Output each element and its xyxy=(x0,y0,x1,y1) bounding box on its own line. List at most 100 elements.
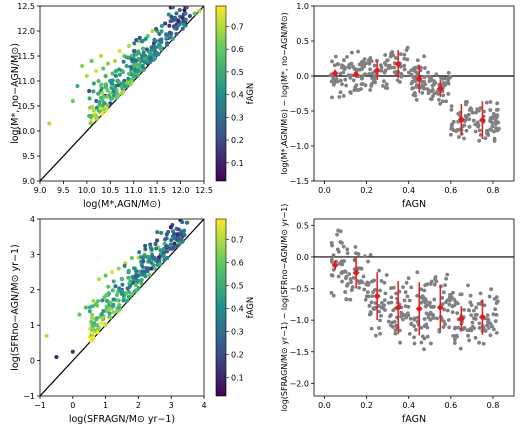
data-point xyxy=(452,337,457,342)
colorbar-tick-label: 0.3 xyxy=(231,328,244,337)
data-point xyxy=(391,308,396,313)
data-point xyxy=(341,70,346,75)
data-point xyxy=(434,279,439,284)
data-point xyxy=(402,52,407,57)
data-point xyxy=(385,86,390,90)
data-point xyxy=(377,309,382,314)
data-point xyxy=(473,110,478,115)
data-point xyxy=(348,297,353,302)
data-point xyxy=(465,328,470,333)
data-point xyxy=(101,94,106,99)
data-point xyxy=(113,73,118,78)
colorbar-tick-label: 0.2 xyxy=(231,351,244,360)
median-marker xyxy=(478,116,486,124)
data-point xyxy=(96,78,101,84)
data-point xyxy=(150,254,155,259)
data-point xyxy=(180,15,185,20)
data-point xyxy=(491,327,496,332)
data-point xyxy=(467,338,472,343)
data-point xyxy=(468,293,473,298)
data-point xyxy=(347,272,352,276)
data-point xyxy=(134,62,139,67)
data-point xyxy=(490,115,495,120)
data-point xyxy=(351,78,356,83)
data-point xyxy=(345,251,350,256)
data-point xyxy=(406,276,411,281)
data-point xyxy=(88,121,93,126)
data-point xyxy=(331,293,336,298)
data-point xyxy=(129,57,134,62)
data-point xyxy=(111,279,116,284)
data-point xyxy=(389,295,394,300)
data-point xyxy=(378,63,383,68)
data-point xyxy=(110,288,115,293)
colorbar-label: fAGN xyxy=(246,297,256,319)
data-point xyxy=(168,242,173,247)
data-point xyxy=(94,98,99,104)
data-point xyxy=(70,349,75,354)
data-point xyxy=(399,310,404,315)
colorbar-tick-label: 0.4 xyxy=(231,91,244,100)
data-point xyxy=(467,124,472,129)
data-point xyxy=(330,243,334,248)
data-point xyxy=(478,106,483,110)
y-tick-label: −2.0 xyxy=(290,379,309,388)
data-point xyxy=(381,83,385,88)
y-tick-label: −0.5 xyxy=(290,107,309,116)
data-point xyxy=(105,94,110,99)
data-point xyxy=(368,67,373,72)
data-point xyxy=(166,12,171,17)
y-tick-label: −1.0 xyxy=(290,142,309,151)
data-point xyxy=(383,308,387,312)
data-point xyxy=(348,90,353,94)
data-point xyxy=(134,37,139,42)
data-point xyxy=(415,320,420,324)
data-point xyxy=(91,108,96,113)
data-point xyxy=(481,341,486,346)
median-marker xyxy=(373,292,381,300)
data-point xyxy=(117,72,122,77)
data-point xyxy=(94,302,99,307)
data-point xyxy=(167,23,172,28)
data-point xyxy=(402,67,407,72)
data-point xyxy=(495,113,500,118)
data-point xyxy=(345,247,350,252)
y-tick-label: 11.0 xyxy=(17,77,35,86)
data-point xyxy=(458,292,463,297)
data-point xyxy=(167,30,172,35)
data-point xyxy=(340,82,344,87)
data-point xyxy=(169,238,174,243)
data-point xyxy=(108,91,113,96)
data-point xyxy=(433,275,438,279)
data-point xyxy=(376,326,381,330)
data-point xyxy=(394,291,398,296)
data-point xyxy=(384,82,389,87)
colorbar-tick-label: 0.5 xyxy=(231,68,244,77)
data-point xyxy=(451,128,456,133)
colorbar-gradient xyxy=(215,5,227,182)
data-point xyxy=(423,300,428,305)
data-point xyxy=(476,123,481,128)
data-point xyxy=(153,242,158,247)
plot-area xyxy=(314,45,514,143)
data-point xyxy=(473,129,478,134)
median-marker xyxy=(436,304,444,311)
data-point xyxy=(96,277,102,282)
data-point xyxy=(111,297,116,302)
data-point xyxy=(432,79,436,84)
data-point xyxy=(91,81,96,86)
y-tick-label: 0.0 xyxy=(296,253,309,262)
data-point xyxy=(121,298,126,303)
data-point xyxy=(176,18,181,23)
data-point xyxy=(89,338,94,343)
data-point xyxy=(422,317,427,321)
data-point xyxy=(432,297,437,302)
data-point xyxy=(419,287,424,292)
data-point xyxy=(384,63,389,68)
data-point xyxy=(488,108,493,112)
data-point xyxy=(382,303,387,308)
data-point xyxy=(369,326,374,331)
data-point xyxy=(88,114,93,119)
data-point xyxy=(187,13,193,19)
data-point xyxy=(409,73,414,78)
